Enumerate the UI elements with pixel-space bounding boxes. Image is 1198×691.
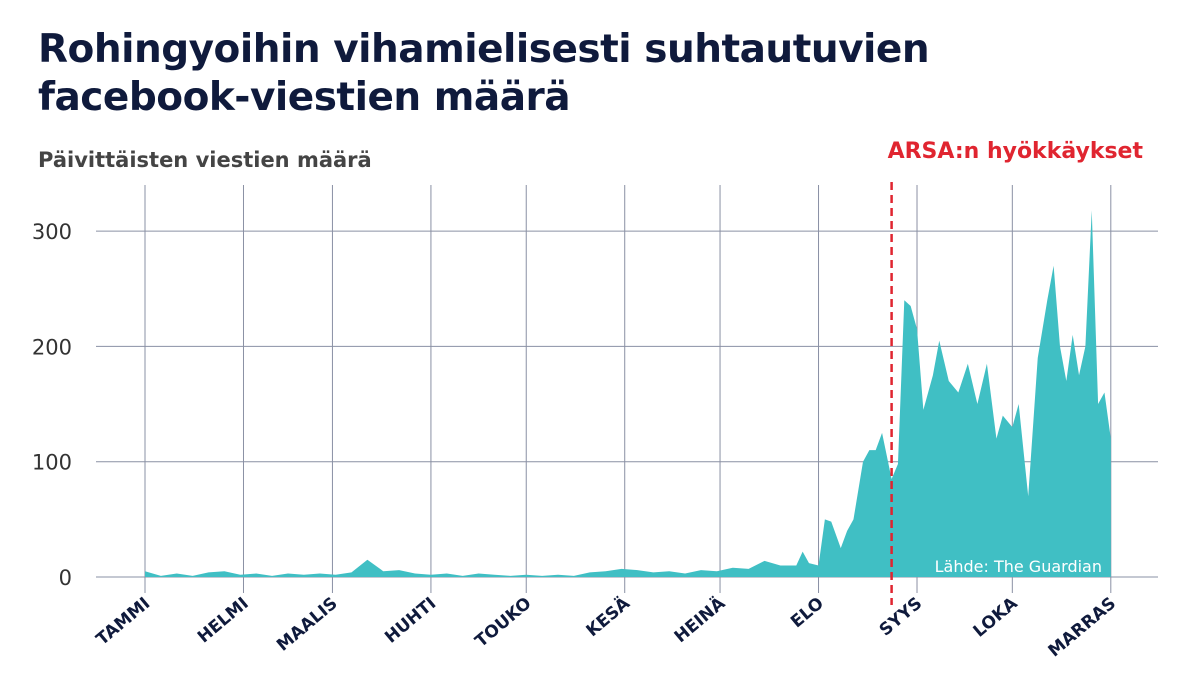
y-tick-label: 100 <box>32 451 72 475</box>
y-tick-label: 300 <box>32 220 72 244</box>
source: Lähde: The Guardian <box>935 557 1102 576</box>
chart-subtitle: Päivittäisten viestien määrä <box>38 148 372 172</box>
x-tick-label: TOUKO <box>471 594 535 652</box>
annotation-label: ARSA:n hyökkäykset <box>888 139 1144 164</box>
x-tick-label: KESÄ <box>581 591 634 641</box>
x-tick-label: TAMMI <box>93 594 155 650</box>
x-tick-label: ELO <box>787 594 828 633</box>
x-tick-label: LOKA <box>970 593 1023 642</box>
y-tick-label: 200 <box>32 335 72 359</box>
x-tick-label: MAALIS <box>273 594 342 656</box>
x-tick-label: HELMI <box>194 594 253 648</box>
x-tick-label: MARRAS <box>1045 594 1120 662</box>
y-tick-label: 0 <box>59 566 72 590</box>
x-tick-label: SYYS <box>876 594 926 641</box>
x-tick-label: HUHTI <box>381 594 440 648</box>
x-tick-label: HEINÄ <box>669 591 729 647</box>
chart-title: Rohingyoihin vihamielisesti suhtautuvien… <box>38 27 930 120</box>
area <box>145 210 1111 578</box>
